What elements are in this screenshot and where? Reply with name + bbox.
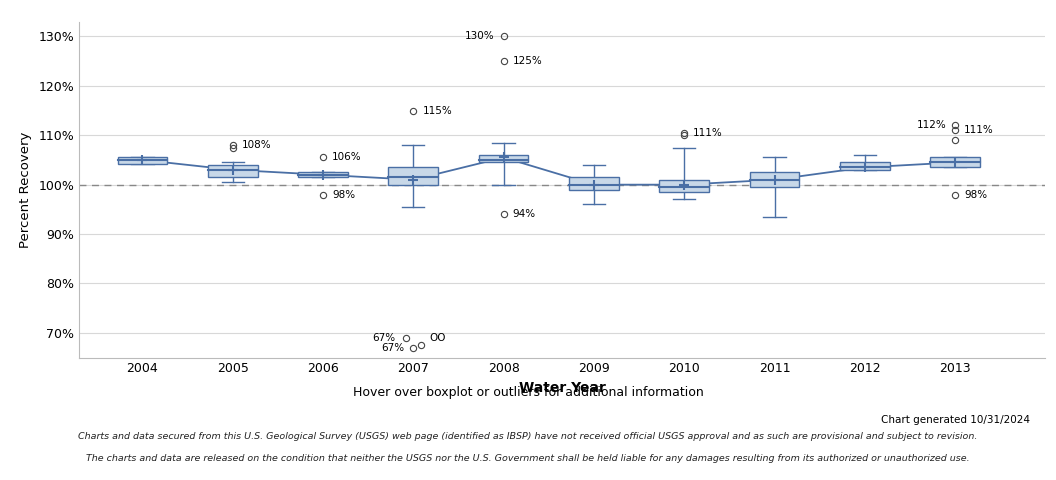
Text: 111%: 111% [964, 125, 994, 135]
Text: Charts and data secured from this U.S. Geological Survey (USGS) web page (identi: Charts and data secured from this U.S. G… [78, 432, 978, 441]
Text: 94%: 94% [512, 209, 535, 219]
Text: 112%: 112% [917, 120, 946, 131]
Bar [208, 165, 258, 177]
Bar [389, 168, 438, 185]
Y-axis label: Percent Recovery: Percent Recovery [19, 132, 32, 248]
Text: Chart generated 10/31/2024: Chart generated 10/31/2024 [881, 415, 1030, 425]
Bar [659, 180, 709, 192]
Text: 106%: 106% [332, 153, 361, 163]
Bar [298, 172, 347, 177]
Bar [930, 157, 980, 168]
Bar [117, 157, 167, 164]
Bar [569, 177, 619, 190]
Text: 67%: 67% [381, 343, 404, 353]
Bar [750, 172, 799, 187]
Text: 98%: 98% [964, 190, 987, 200]
Text: The charts and data are released on the condition that neither the USGS nor the : The charts and data are released on the … [87, 454, 969, 463]
Bar [478, 155, 528, 162]
Text: 130%: 130% [465, 31, 494, 41]
Text: OO: OO [430, 333, 446, 343]
Text: 115%: 115% [422, 106, 452, 116]
X-axis label: Water Year: Water Year [518, 381, 606, 395]
Text: 108%: 108% [242, 140, 271, 150]
Text: 111%: 111% [693, 128, 723, 138]
Text: 125%: 125% [512, 56, 543, 66]
Text: Hover over boxplot or outliers for additional information: Hover over boxplot or outliers for addit… [353, 386, 703, 399]
Bar [840, 162, 889, 170]
Text: 67%: 67% [372, 333, 395, 343]
Text: 98%: 98% [332, 190, 355, 200]
